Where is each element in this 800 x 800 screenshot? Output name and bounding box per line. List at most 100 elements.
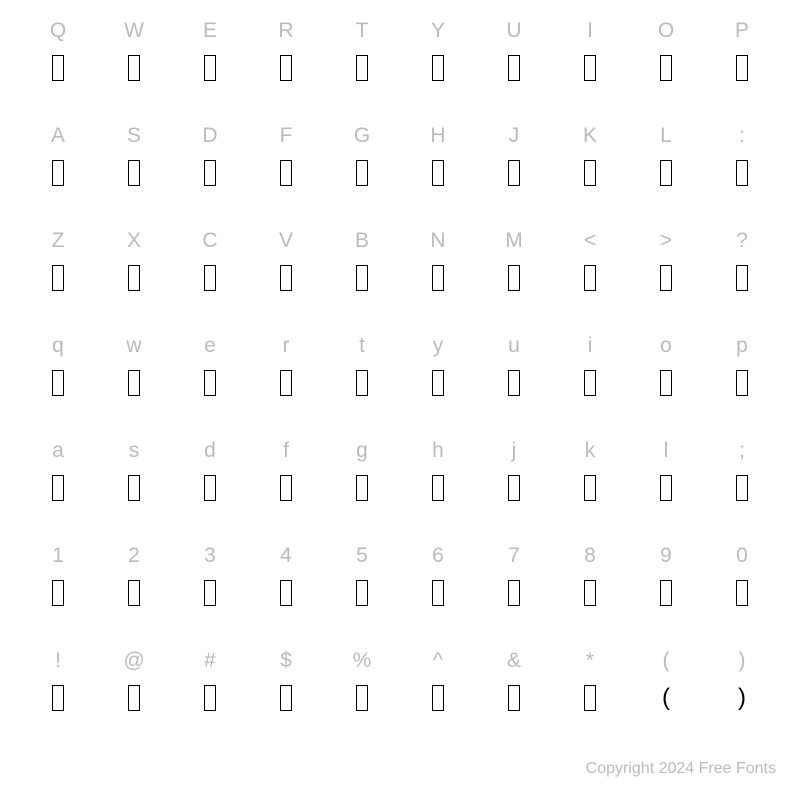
char-label: 7 — [508, 540, 520, 572]
tofu-icon — [128, 580, 140, 606]
char-cell: e — [172, 330, 248, 435]
tofu-icon — [280, 370, 292, 396]
char-label: h — [432, 435, 444, 467]
char-label: ! — [55, 645, 61, 677]
char-label: L — [660, 120, 672, 152]
char-cell: a — [20, 435, 96, 540]
tofu-icon — [128, 370, 140, 396]
char-cell: ; — [704, 435, 780, 540]
char-label: t — [359, 330, 365, 362]
glyph-sample — [508, 263, 520, 293]
tofu-icon — [736, 580, 748, 606]
tofu-icon — [280, 475, 292, 501]
glyph-sample — [128, 578, 140, 608]
glyph-sample — [52, 263, 64, 293]
glyph-sample — [356, 53, 368, 83]
char-label: ; — [739, 435, 745, 467]
char-cell: Q — [20, 15, 96, 120]
char-label: H — [430, 120, 445, 152]
tofu-icon — [584, 55, 596, 81]
char-cell: p — [704, 330, 780, 435]
glyph-sample — [660, 368, 672, 398]
char-cell: t — [324, 330, 400, 435]
glyph-sample — [204, 578, 216, 608]
char-cell: Y — [400, 15, 476, 120]
tofu-icon — [736, 265, 748, 291]
tofu-icon — [508, 580, 520, 606]
char-cell: @ — [96, 645, 172, 750]
glyph-sample — [204, 53, 216, 83]
tofu-icon — [584, 475, 596, 501]
tofu-icon — [432, 265, 444, 291]
glyph-sample — [280, 368, 292, 398]
char-cell: 1 — [20, 540, 96, 645]
char-label: E — [203, 15, 217, 47]
glyph-sample: ( — [662, 683, 670, 713]
tofu-icon — [204, 55, 216, 81]
char-label: ( — [663, 645, 670, 677]
glyph-sample — [52, 578, 64, 608]
char-label: X — [127, 225, 141, 257]
char-cell: f — [248, 435, 324, 540]
char-label: T — [356, 15, 369, 47]
char-cell: 4 — [248, 540, 324, 645]
glyph-sample — [432, 473, 444, 503]
char-label: I — [587, 15, 593, 47]
glyph-sample — [204, 263, 216, 293]
char-cell: w — [96, 330, 172, 435]
tofu-icon — [660, 55, 672, 81]
char-cell: q — [20, 330, 96, 435]
glyph-sample — [432, 368, 444, 398]
char-label: : — [739, 120, 745, 152]
tofu-icon — [356, 685, 368, 711]
tofu-icon — [204, 580, 216, 606]
glyph-sample — [128, 263, 140, 293]
copyright-text: Copyright 2024 Free Fonts — [586, 760, 776, 777]
char-cell: G — [324, 120, 400, 225]
char-label: 4 — [280, 540, 292, 572]
char-label: P — [735, 15, 749, 47]
char-cell: 8 — [552, 540, 628, 645]
char-label: Z — [52, 225, 65, 257]
glyph-sample — [204, 158, 216, 188]
tofu-icon — [204, 265, 216, 291]
char-cell: $ — [248, 645, 324, 750]
char-label: 5 — [356, 540, 368, 572]
tofu-icon — [660, 160, 672, 186]
tofu-icon — [280, 580, 292, 606]
char-cell: 0 — [704, 540, 780, 645]
char-cell: 5 — [324, 540, 400, 645]
char-cell: ! — [20, 645, 96, 750]
char-label: w — [126, 330, 141, 362]
tofu-icon — [52, 55, 64, 81]
char-cell: P — [704, 15, 780, 120]
glyph-sample — [584, 683, 596, 713]
tofu-icon — [128, 685, 140, 711]
char-cell: 2 — [96, 540, 172, 645]
glyph-sample — [432, 158, 444, 188]
glyph-sample: ) — [738, 683, 746, 713]
tofu-icon — [52, 265, 64, 291]
glyph-sample — [280, 473, 292, 503]
char-cell: & — [476, 645, 552, 750]
tofu-icon — [356, 55, 368, 81]
char-label: 2 — [128, 540, 140, 572]
char-label: p — [736, 330, 748, 362]
char-label: D — [202, 120, 217, 152]
glyph-sample — [204, 683, 216, 713]
glyph-sample — [432, 53, 444, 83]
tofu-icon — [356, 370, 368, 396]
glyph-sample — [508, 473, 520, 503]
char-label: F — [280, 120, 293, 152]
glyph-sample — [736, 158, 748, 188]
char-label: 3 — [204, 540, 216, 572]
tofu-icon — [432, 370, 444, 396]
glyph-sample — [736, 473, 748, 503]
char-cell: D — [172, 120, 248, 225]
glyph-sample — [280, 158, 292, 188]
char-cell: k — [552, 435, 628, 540]
tofu-icon — [356, 580, 368, 606]
tofu-icon — [280, 265, 292, 291]
glyph-sample — [432, 263, 444, 293]
char-cell: u — [476, 330, 552, 435]
